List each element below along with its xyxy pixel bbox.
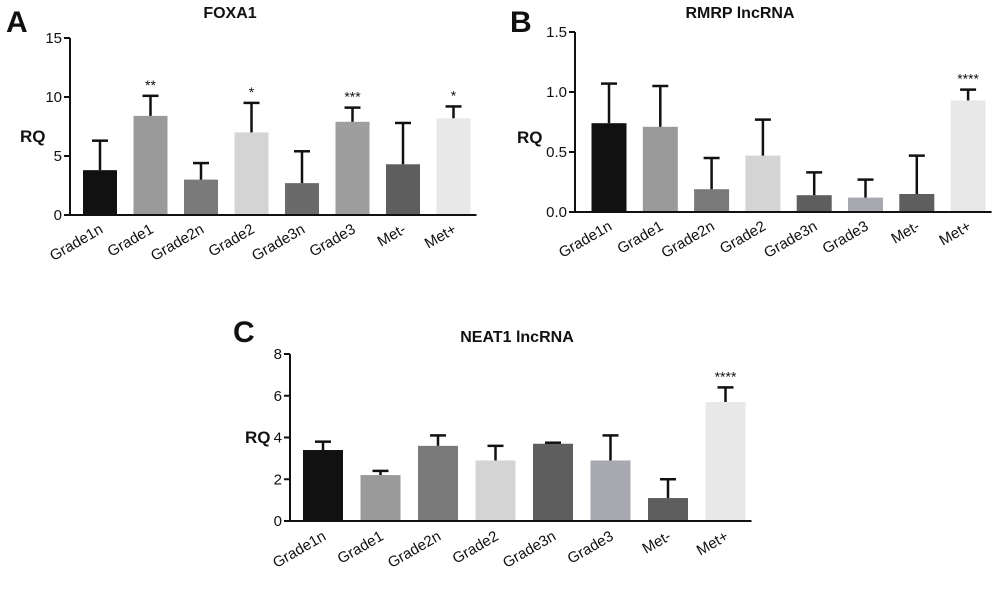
bar [360, 475, 401, 521]
x-tick-label: Met- [375, 221, 409, 251]
chart-0: A FOXA1RQGrade1n**Grade1Grade2n*Grade2Gra… [6, 5, 477, 265]
bar [796, 195, 832, 212]
x-tick-label: Grade3 [307, 221, 359, 261]
bar [642, 126, 678, 212]
y-tick-label: 5 [54, 148, 62, 165]
significance-mark: * [249, 84, 255, 100]
x-tick-label: Grade1n [47, 221, 106, 265]
x-tick-label: Met- [888, 218, 922, 248]
panel-letter: A [6, 6, 28, 39]
y-axis-label: RQ [245, 428, 271, 447]
bar [83, 170, 117, 215]
chart-title: FOXA1 [203, 5, 256, 22]
x-tick-label: Grade2n [659, 218, 718, 262]
y-tick-label: 0 [54, 207, 62, 224]
bar [591, 123, 627, 212]
x-tick-label: Grade3 [820, 218, 872, 258]
bar [533, 443, 573, 521]
x-tick-label: Grade1 [105, 221, 157, 261]
significance-mark: **** [957, 71, 979, 87]
bar [694, 189, 730, 212]
bar [234, 132, 269, 215]
x-tick-label: Grade3n [761, 218, 820, 262]
x-tick-label: Grade2 [717, 218, 769, 258]
x-tick-label: Grade1 [614, 218, 666, 258]
y-tick-label: 10 [45, 89, 62, 106]
bar [418, 445, 458, 521]
x-tick-label: Grade2n [385, 528, 444, 572]
significance-mark: ** [145, 77, 156, 93]
y-axis-label: RQ [20, 127, 46, 146]
x-tick-label: Grade1 [335, 528, 387, 568]
bar [475, 460, 516, 521]
significance-mark: **** [715, 368, 737, 384]
bar [590, 460, 631, 521]
chart-title: RMRP lncRNA [685, 5, 794, 22]
x-tick-label: Met+ [936, 218, 974, 250]
x-tick-label: Grade2 [450, 528, 502, 568]
bar [184, 179, 218, 215]
y-tick-label: 4 [274, 430, 282, 447]
bar [648, 498, 688, 521]
bar [950, 100, 986, 212]
bar [848, 197, 883, 212]
y-tick-label: 2 [274, 471, 282, 488]
y-tick-label: 15 [45, 30, 62, 47]
significance-mark: * [451, 87, 457, 103]
y-tick-label: 6 [274, 388, 282, 405]
y-axis-label: RQ [517, 128, 543, 147]
x-tick-label: Grade1n [556, 218, 615, 262]
x-tick-label: Grade3 [565, 528, 617, 568]
bar [705, 402, 746, 521]
significance-mark: *** [344, 89, 361, 105]
bar [386, 164, 420, 215]
x-tick-label: Met+ [694, 528, 732, 560]
x-tick-label: Grade3n [500, 528, 559, 572]
y-tick-label: 8 [274, 346, 282, 363]
x-tick-label: Met+ [422, 221, 460, 253]
chart-title: NEAT1 lncRNA [460, 329, 574, 346]
x-tick-label: Grade3n [249, 221, 308, 265]
bar [335, 121, 370, 215]
bar [285, 183, 319, 215]
y-tick-label: 0.0 [546, 204, 567, 221]
bar [899, 194, 935, 212]
bar [133, 115, 168, 215]
bar [303, 450, 343, 521]
x-tick-label: Grade1n [270, 528, 329, 572]
y-tick-label: 0 [274, 513, 282, 530]
y-tick-label: 1.0 [546, 84, 567, 101]
y-tick-label: 1.5 [546, 24, 567, 41]
bar [436, 118, 471, 215]
panel-letter: B [510, 6, 532, 39]
panel-letter: C [233, 316, 255, 349]
x-tick-label: Grade2 [206, 221, 258, 261]
x-tick-label: Met- [640, 528, 674, 558]
x-tick-label: Grade2n [148, 221, 207, 265]
bar [745, 155, 781, 212]
y-tick-label: 0.5 [546, 144, 567, 161]
